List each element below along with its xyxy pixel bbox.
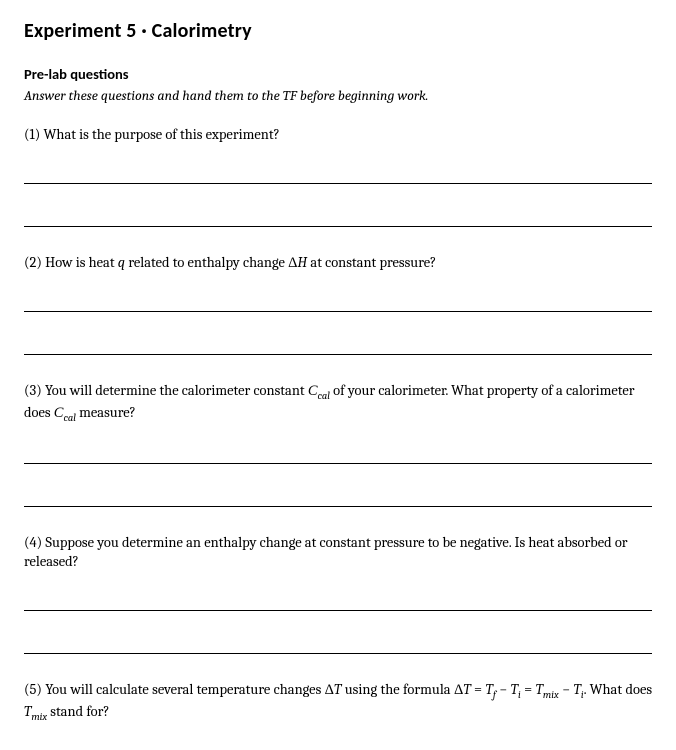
q5-text: (5) You will calculate several temperatu… [24,681,334,698]
subscript-cal: cal [317,390,329,402]
subscript-i: i [518,689,521,701]
q5-text: using the formula Δ [341,681,463,698]
question-2: (2) How is heat q related to enthalpy ch… [24,253,652,273]
answer-area-2 [24,311,652,355]
var-Ti: T [511,681,518,698]
answer-line [24,183,652,184]
var-H: H [297,254,307,271]
title-prefix: Experiment 5 [24,19,141,43]
q5-text: . What does [584,681,652,698]
var-Ccal: C [54,405,64,421]
instruction-line: Answer these questions and hand them to … [24,87,652,106]
question-4: (4) Suppose you determine an enthalpy ch… [24,533,652,572]
question-5: (5) You will calculate several temperatu… [24,680,652,724]
var-Tf: T [486,681,493,698]
q3-text: (3) You will determine the calorimeter c… [24,382,308,399]
section-heading: Pre-lab questions [24,65,652,85]
subscript-mix: mix [31,711,47,723]
q5-minus: − [559,681,574,698]
q5-eq: = [471,681,486,698]
q5-minus: − [496,681,511,698]
answer-area-3 [24,463,652,507]
answer-line [24,354,652,355]
subscript-i: i [581,689,584,701]
subscript-mix: mix [543,689,559,701]
subscript-cal: cal [63,412,75,424]
answer-line [24,653,652,654]
var-Ti: T [574,681,581,698]
answer-area-1 [24,183,652,227]
q2-text: related to enthalpy change Δ [125,254,297,271]
experiment-title: Experiment 5 · Calorimetry [24,18,652,45]
answer-line [24,226,652,227]
var-Tmix: T [536,681,543,698]
q3-text: measure? [76,404,136,421]
answer-line [24,610,652,611]
q5-eq: = [521,681,536,698]
question-1: (1) What is the purpose of this experime… [24,125,652,145]
answer-area-4 [24,610,652,654]
answer-line [24,506,652,507]
answer-line [24,463,652,464]
answer-line [24,311,652,312]
q2-text: (2) How is heat [24,254,118,271]
title-suffix: Calorimetry [147,19,252,43]
subscript-f: f [493,689,496,701]
q5-text: stand for? [47,703,109,720]
var-T: T [463,681,470,698]
question-3: (3) You will determine the calorimeter c… [24,381,652,425]
q2-text: at constant pressure? [307,254,436,271]
